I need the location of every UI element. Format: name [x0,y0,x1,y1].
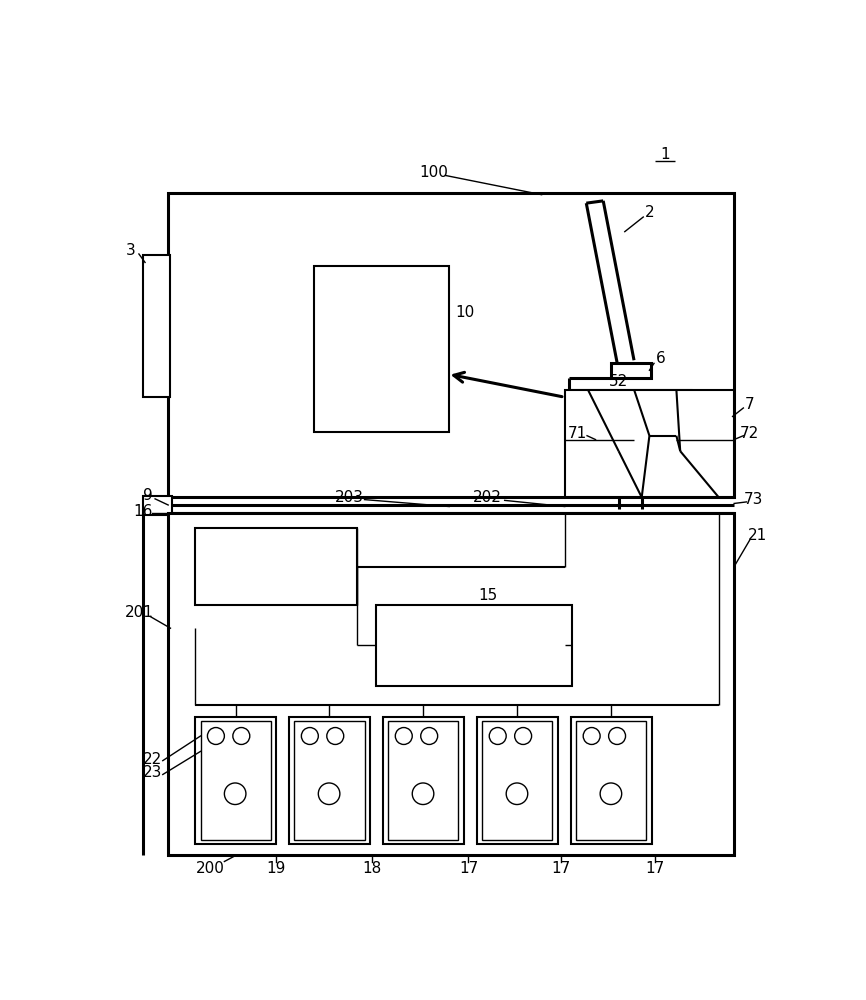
Bar [388,721,458,840]
Bar [576,721,646,840]
Bar [611,363,651,378]
Bar [168,193,734,497]
Text: 1: 1 [660,147,669,162]
Text: 9: 9 [143,488,152,503]
Bar [195,717,276,844]
Bar [289,717,370,844]
Text: 21: 21 [747,528,766,543]
Bar [201,721,270,840]
Bar [195,528,357,605]
Text: 202: 202 [474,490,502,505]
Bar [571,717,652,844]
Text: 19: 19 [266,861,286,876]
Text: 7: 7 [745,397,754,412]
Text: 10: 10 [455,305,475,320]
Bar [294,721,365,840]
Bar [383,717,464,844]
Text: 17: 17 [459,861,478,876]
Bar [314,266,449,432]
Text: 73: 73 [744,492,763,507]
Text: 6: 6 [656,351,666,366]
Text: 71: 71 [568,426,587,441]
Text: 23: 23 [143,765,163,780]
Bar [143,255,170,397]
Text: 52: 52 [609,374,628,389]
Text: 18: 18 [363,861,382,876]
Text: 200: 200 [196,861,225,876]
Text: 72: 72 [740,426,759,441]
Text: 15: 15 [478,588,497,603]
Text: 22: 22 [143,752,163,767]
Bar [565,389,734,497]
Bar [143,496,172,515]
Bar [376,605,572,686]
Bar [477,717,558,844]
Text: 17: 17 [645,861,664,876]
Text: 16: 16 [133,504,152,519]
Text: 2: 2 [644,205,654,220]
Text: 203: 203 [334,490,364,505]
Text: 201: 201 [126,605,154,620]
Bar [482,721,553,840]
Text: 100: 100 [419,165,449,180]
Text: 3: 3 [126,243,135,258]
Bar [168,513,734,855]
Text: 17: 17 [552,861,571,876]
